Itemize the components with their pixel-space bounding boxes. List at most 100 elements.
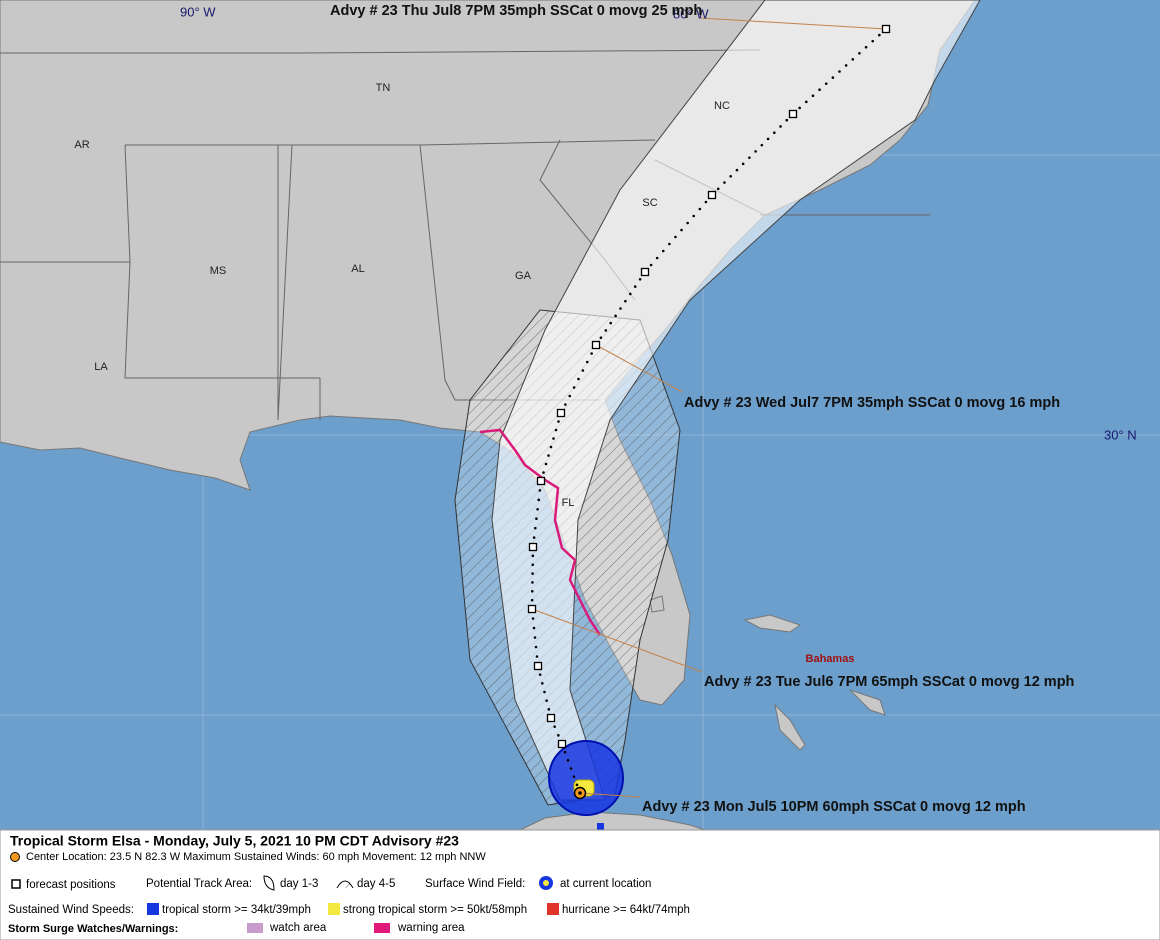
legend-text: strong tropical storm >= 50kt/58mph [343,904,527,916]
place-label: Bahamas [806,653,855,665]
track-dot [563,750,567,754]
warning-swatch [374,923,390,933]
track-dot [532,536,536,539]
track-dot [575,783,579,787]
track-dot [536,507,539,511]
track-dot [858,51,861,55]
track-dot [530,598,534,602]
track-dot [661,249,665,253]
track-dot [680,228,683,232]
forecast-icon [11,879,21,889]
legend-text: Sustained Wind Speeds: [8,904,134,916]
ts-swatch [147,903,159,915]
state-label: AR [74,139,89,151]
track-dot [581,369,585,372]
track-dot [624,299,627,303]
track-dot [537,498,541,502]
track-dot [531,563,535,567]
track-dot [531,554,535,558]
track-dot [545,699,548,702]
state-label: LA [94,361,108,373]
track-dot [566,759,570,762]
track-dot [655,256,659,260]
track-dot [798,106,801,110]
track-dot [748,156,751,159]
forecast-position [707,190,717,200]
legend-details: Center Location: 23.5 N 82.3 W Maximum S… [26,851,486,863]
storm-surge-warning [479,428,602,636]
forecast-position [640,267,650,277]
legend-text: Storm Surge Watches/Warnings: [8,923,178,935]
forecast-position [546,713,556,723]
state-label: MS [210,265,227,277]
legend-panel [0,829,1160,940]
forecast-position [527,604,537,614]
wind-field-marker [597,823,604,830]
forecast-position [556,408,566,418]
track-dot [553,725,556,728]
advisory-label: Advy # 23 Tue Jul6 7PM 65mph SSCat 0 mov… [704,674,1074,690]
track-dot [773,131,776,134]
legend-text: tropical storm >= 34kt/39mph [162,904,311,916]
track-dot [686,221,689,225]
forecast-position [557,739,567,749]
track-dot [590,352,593,355]
track-dot [779,125,782,128]
track-dot [547,708,551,711]
forecast-position [881,24,891,34]
leader-lines [531,17,887,798]
state-label: TN [376,82,391,94]
track-dot [599,336,603,340]
track-dot [568,394,572,398]
track-dot [878,33,881,37]
track-dot [532,626,536,630]
state-label: SC [642,197,657,209]
center-icon [10,852,20,862]
legend-text: hurricane >= 64kt/74mph [562,904,690,916]
track-dot [585,360,589,364]
track-dot [554,428,558,432]
track-dot [735,168,739,172]
track-dot [633,285,637,288]
track-dot [649,263,653,267]
track-dot [531,581,534,584]
forecast-track [527,24,891,787]
bahamas-islands [649,595,886,751]
track-dot [831,76,835,79]
track-dot [544,462,548,466]
track-dot [668,242,671,246]
watch-swatch [247,923,263,933]
track-dot [766,137,770,141]
legend-text: Potential Track Area: [146,878,252,890]
track-dot [547,454,550,457]
track-dot [543,690,546,694]
track-dot [534,645,538,649]
track-dot [541,682,544,685]
grid-label: 30° N [1104,427,1137,442]
legend-text: forecast positions [26,879,116,891]
state-label: NC [714,100,730,112]
track-dot [824,82,828,85]
track-dot [851,58,855,61]
track-dot [552,437,555,440]
legend-title: Tropical Storm Elsa - Monday, July 5, 20… [10,833,459,849]
track-dot [692,214,696,218]
track-dot [811,94,815,98]
wind-field-tropical-storm [548,740,624,816]
advisory-label: Advy # 23 Thu Jul8 7PM 35mph SSCat 0 mov… [330,3,702,19]
advisory-label: Advy # 23 Wed Jul7 7PM 35mph SSCat 0 mov… [684,395,1060,411]
track-dot [614,314,617,318]
track-dot [557,734,560,737]
track-dot [638,278,642,281]
track-dot [619,307,622,310]
track-dot [542,471,545,474]
track-dot [716,187,720,191]
grid-label: 90° W [180,4,216,19]
track-dot [609,321,612,325]
track-area-day-1-3 [491,0,981,801]
track-dot [535,655,539,658]
track-dot [864,45,868,49]
state-label: GA [515,270,532,282]
track-dot [629,292,632,296]
